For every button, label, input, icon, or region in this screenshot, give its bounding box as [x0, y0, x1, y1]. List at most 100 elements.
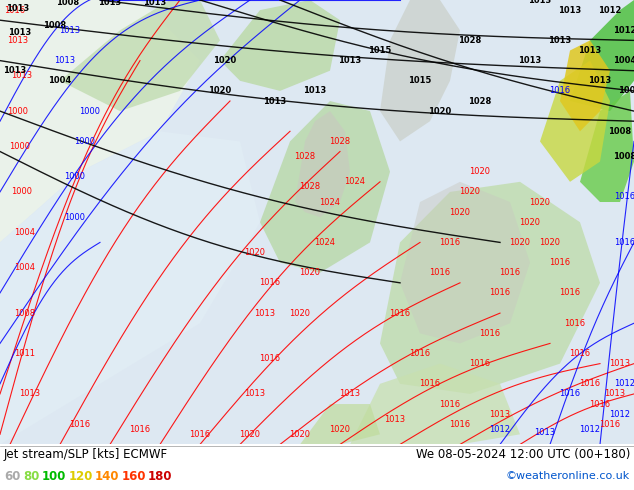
- Text: 1024: 1024: [320, 197, 340, 206]
- Text: 1016: 1016: [590, 399, 611, 409]
- Text: 1028: 1028: [330, 137, 351, 146]
- Text: 1000: 1000: [11, 187, 32, 196]
- Text: 1016: 1016: [569, 349, 590, 358]
- Text: 1000: 1000: [65, 172, 86, 181]
- Text: 1013: 1013: [519, 56, 541, 65]
- Text: 1020: 1020: [290, 309, 311, 318]
- Text: 1016: 1016: [559, 390, 581, 398]
- Text: 1012: 1012: [614, 379, 634, 389]
- Polygon shape: [60, 0, 220, 111]
- Text: 60: 60: [4, 469, 20, 483]
- Text: 1013: 1013: [3, 66, 27, 75]
- Text: 1013: 1013: [339, 390, 361, 398]
- Text: 1016: 1016: [420, 379, 441, 389]
- Text: 1016: 1016: [389, 309, 411, 318]
- Text: 1011: 1011: [15, 349, 36, 358]
- Text: 1016: 1016: [614, 193, 634, 201]
- Text: 1016: 1016: [429, 268, 451, 277]
- Text: 1004: 1004: [15, 228, 36, 237]
- Text: 1020: 1020: [519, 218, 541, 227]
- Polygon shape: [295, 111, 350, 217]
- Text: 1013: 1013: [588, 76, 612, 85]
- Text: 1016: 1016: [550, 86, 571, 96]
- Text: 1012: 1012: [598, 5, 622, 15]
- Text: 1012: 1012: [489, 425, 510, 434]
- Text: 1008: 1008: [56, 0, 79, 6]
- Text: 1028: 1028: [299, 182, 321, 192]
- Text: 1013: 1013: [548, 36, 572, 45]
- Text: 160: 160: [122, 469, 146, 483]
- Text: 1004: 1004: [613, 56, 634, 65]
- Text: 1013: 1013: [528, 0, 552, 4]
- Text: 1020: 1020: [240, 430, 261, 439]
- Text: 1016: 1016: [579, 379, 600, 389]
- Text: 1013: 1013: [263, 97, 287, 105]
- Text: 1015: 1015: [368, 46, 392, 55]
- Text: 1013: 1013: [143, 0, 167, 6]
- Text: 1004: 1004: [618, 86, 634, 96]
- Text: 1020: 1020: [540, 238, 560, 247]
- Text: 1008: 1008: [614, 152, 634, 161]
- Text: 1013: 1013: [339, 56, 361, 65]
- Text: 1013: 1013: [609, 359, 631, 368]
- Text: 1028: 1028: [469, 97, 491, 105]
- Text: 1020: 1020: [450, 208, 470, 217]
- Text: 1016: 1016: [489, 289, 510, 297]
- Polygon shape: [0, 0, 200, 243]
- Text: 1013: 1013: [304, 86, 327, 96]
- Text: 1016: 1016: [70, 420, 91, 429]
- Text: 1016: 1016: [550, 258, 571, 267]
- Text: 1000: 1000: [75, 137, 96, 146]
- Text: 1013: 1013: [559, 5, 581, 15]
- Text: 1013: 1013: [384, 415, 406, 424]
- Polygon shape: [380, 182, 600, 394]
- Text: 1013: 1013: [8, 36, 29, 45]
- Text: 1016: 1016: [599, 420, 621, 429]
- Text: 1016: 1016: [410, 349, 430, 358]
- Text: 1020: 1020: [290, 430, 311, 439]
- Polygon shape: [300, 404, 380, 444]
- Text: 1013: 1013: [11, 71, 32, 80]
- Text: 1016: 1016: [614, 238, 634, 247]
- Text: 1020: 1020: [209, 86, 231, 96]
- Text: 1013: 1013: [55, 56, 75, 65]
- Text: 1013: 1013: [8, 28, 32, 37]
- Polygon shape: [560, 40, 610, 131]
- Text: 1020: 1020: [510, 238, 531, 247]
- Text: 1016: 1016: [259, 354, 281, 363]
- Polygon shape: [580, 91, 634, 202]
- Text: 1012: 1012: [579, 425, 600, 434]
- Text: ©weatheronline.co.uk: ©weatheronline.co.uk: [506, 471, 630, 481]
- Text: 1016: 1016: [129, 425, 150, 434]
- Text: 1013: 1013: [489, 410, 510, 418]
- Text: 120: 120: [68, 469, 93, 483]
- Text: 1016: 1016: [450, 420, 470, 429]
- Text: Jet stream/SLP [kts] ECMWF: Jet stream/SLP [kts] ECMWF: [4, 448, 168, 461]
- Text: 1016: 1016: [4, 5, 25, 15]
- Text: 1012: 1012: [613, 26, 634, 35]
- Text: 1020: 1020: [330, 425, 351, 434]
- Text: 180: 180: [148, 469, 172, 483]
- Text: 1008: 1008: [44, 21, 67, 30]
- Text: 1016: 1016: [559, 289, 581, 297]
- Text: 1008: 1008: [15, 309, 36, 318]
- Text: 1013: 1013: [20, 390, 41, 398]
- Text: 1016: 1016: [259, 278, 281, 287]
- Text: 1016: 1016: [439, 238, 460, 247]
- Text: 1016: 1016: [439, 399, 460, 409]
- Text: 1020: 1020: [214, 56, 236, 65]
- Text: 1020: 1020: [529, 197, 550, 206]
- Text: 1008: 1008: [609, 127, 631, 136]
- Text: 1013: 1013: [534, 428, 555, 437]
- Text: 1020: 1020: [470, 167, 491, 176]
- Text: 1004: 1004: [15, 263, 36, 272]
- Text: 100: 100: [42, 469, 67, 483]
- Text: 1012: 1012: [609, 410, 630, 418]
- Text: 140: 140: [95, 469, 119, 483]
- Polygon shape: [0, 131, 260, 444]
- Text: 1013: 1013: [98, 0, 122, 6]
- Text: 1016: 1016: [564, 318, 586, 328]
- Text: 1013: 1013: [60, 26, 81, 35]
- Text: 1000: 1000: [65, 213, 86, 221]
- Text: 1024: 1024: [344, 177, 365, 186]
